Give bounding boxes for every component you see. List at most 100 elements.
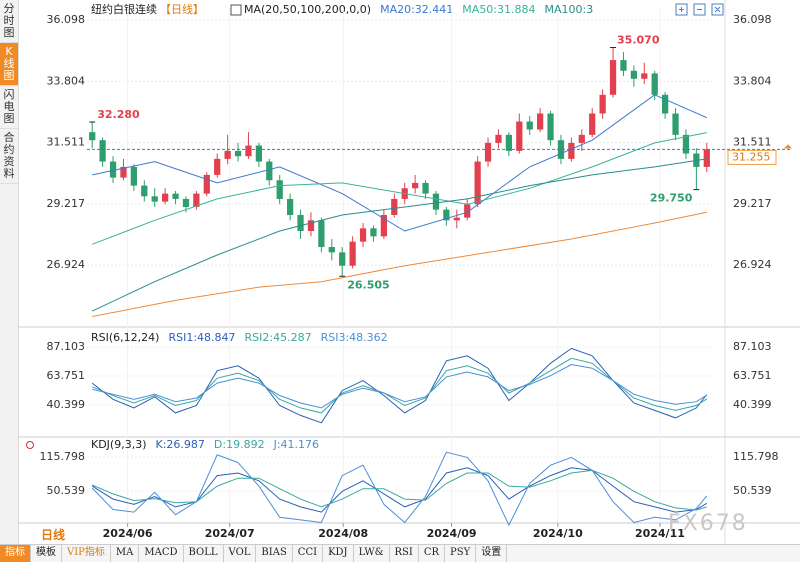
candle-body [609,60,617,95]
candle-body [328,247,335,253]
candle-body [245,145,252,157]
candle-body [620,60,627,71]
legend-entry: RSI3:48.362 [321,331,388,344]
annotation-label: 29.750 [650,192,693,205]
candle-body [214,158,221,175]
candle-body [589,113,596,135]
candle-body [193,193,200,207]
toolbar-button[interactable]: VOL [224,545,257,562]
side-tab[interactable]: K线图 [0,43,18,86]
x-tick-label: 2024/11 [635,527,685,540]
candle-body [474,161,481,205]
y-tick-label: 63.751 [733,369,772,382]
toolbar-button[interactable]: KDJ [323,545,354,562]
y-tick-label: 33.804 [47,74,86,87]
toolbar: 指标 模板 VIP指标 MA MACD BOLL VOL BIAS CCI KDJ LW& RSI CR… [0,544,800,562]
legend-title: RSI(6,12,24) [91,331,159,344]
y-tick-label: 115.798 [40,450,86,463]
series-line [92,132,707,245]
candle-body [109,161,117,178]
toolbar-button[interactable]: 模板 [31,545,62,562]
candle-body [172,193,179,199]
y-tick-label: 40.399 [733,398,772,411]
watermark: FX678 [668,511,748,536]
series-line [92,94,708,232]
toolbar-button[interactable]: MACD [139,545,184,562]
series-line [92,363,708,409]
y-tick-label: 26.924 [733,258,772,271]
candle-body [349,241,356,266]
candle-body [151,196,158,202]
toolbar-button[interactable]: BIAS [256,545,293,562]
chart-subtitle: 【日线】 [160,2,204,16]
legend-entry: MA20:32.441 [380,3,453,16]
series-line [92,211,707,317]
candle-body [422,182,429,194]
toolbar-button[interactable]: CCI [293,545,324,562]
candle-body [526,121,533,130]
last-price-arrow [784,144,792,149]
period-tab[interactable]: 日线 [40,528,65,542]
side-tab[interactable]: 闪电图 [0,86,18,129]
toolbar-button[interactable]: 设置 [476,545,508,562]
settings-icon [26,441,34,449]
legend-entry: D:19.892 [214,438,265,451]
candle-body [432,193,440,210]
toolbar-button[interactable]: CR [419,545,446,562]
y-tick-label: 31.511 [47,136,86,149]
candle-body [307,220,315,231]
x-tick-label: 2024/09 [427,527,477,540]
annotation-label: 35.070 [617,34,660,47]
toolbar-button[interactable]: BOLL [184,545,224,562]
candle-body [130,166,137,186]
candle-body [203,174,210,194]
last-price-label: 31.255 [732,150,771,163]
y-tick-label: 87.103 [47,340,86,353]
y-tick-label: 50.539 [47,484,86,497]
candle-body [672,113,679,135]
candle-body [412,182,419,189]
chart-title: 纽约白银连续 [91,2,157,16]
y-tick-label: 31.511 [733,136,772,149]
candle-body [630,70,637,79]
toolbar-button[interactable]: MA [111,545,140,562]
candle-body [339,252,346,266]
candle-body [505,134,512,151]
candle-body [287,198,294,215]
legend-icon [230,4,242,16]
candle-body [557,140,565,159]
candle-body [89,132,96,141]
candle-body [682,134,690,154]
candle-body [568,142,575,159]
series-line [91,158,707,312]
candle-body [537,113,544,130]
side-tab[interactable]: 分时图 [0,0,18,43]
toolbar-button[interactable]: VIP指标 [62,545,111,562]
toolbar-button[interactable]: 指标 [0,545,31,562]
last-price-box [727,149,777,165]
side-tab[interactable]: 合约资料 [0,129,18,184]
candle-body [370,228,377,237]
annotation-label: 32.280 [97,108,140,121]
candle-body [703,149,710,167]
legend-entry: MA100:3 [545,3,594,16]
y-tick-label: 33.804 [733,74,772,87]
y-tick-label: 36.098 [733,13,772,26]
candle-body [120,166,127,178]
candle-body [453,217,460,221]
candle-body [484,142,492,162]
toolbar-button[interactable]: PSY [445,545,477,562]
y-tick-label: 50.539 [733,484,772,497]
candle-body [359,228,367,242]
candle-body [318,220,325,248]
candle-body [99,140,106,162]
y-tick-label: 40.399 [47,398,86,411]
annotation-label: 26.505 [347,278,389,291]
candle-body [182,198,190,207]
candle-body [276,180,283,199]
toolbar-button[interactable]: LW& [354,545,390,562]
legend-entry: RSI1:48.847 [168,331,235,344]
candle-body [255,145,262,162]
toolbar-button[interactable]: RSI [390,545,419,562]
